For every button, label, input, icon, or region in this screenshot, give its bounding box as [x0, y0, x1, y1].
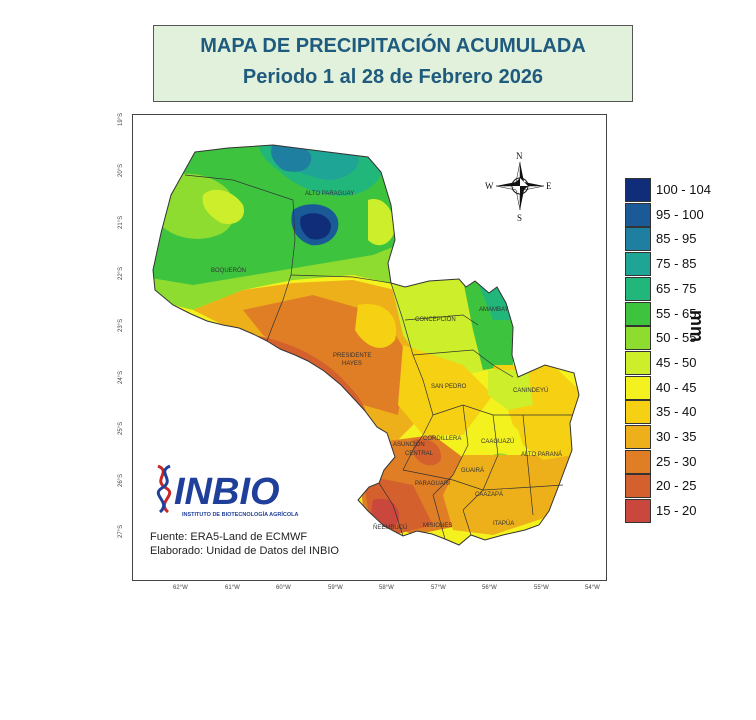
x-tick: 54°W [585, 585, 600, 591]
legend-item: 100 - 104 [625, 178, 755, 202]
legend-swatch [625, 425, 651, 449]
dept-label-alto-parana: ALTO PARANÁ [521, 451, 562, 458]
x-tick: 58°W [379, 585, 394, 591]
legend-item: 95 - 100 [625, 202, 755, 227]
legend-swatch [625, 499, 651, 524]
dept-label-guaira: GUAIRÁ [461, 467, 484, 474]
legend-item: 50 - 55 [625, 326, 755, 351]
legend-item: 20 - 25 [625, 474, 755, 499]
legend-swatch [625, 252, 651, 277]
dept-label-alto-paraguay: ALTO PARAGUAY [305, 191, 354, 197]
legend-label: 55 - 65 [656, 305, 697, 321]
inbio-logo: INBIO INSTITUTO DE BIOTECNOLOGÍA AGRÍCOL… [156, 464, 299, 518]
legend-unit: mm [687, 310, 707, 343]
compass-s: S [517, 213, 522, 222]
legend-label: 75 - 85 [656, 256, 697, 272]
legend-item: 55 - 65 [625, 301, 755, 326]
legend-swatch [625, 326, 651, 351]
legend-swatch [625, 375, 651, 400]
legend-swatch [625, 227, 651, 252]
legend-label: 30 - 35 [656, 429, 697, 444]
map-title-box: MAPA DE PRECIPITACIÓN ACUMULADA Periodo … [153, 25, 633, 102]
dept-label-amambay: AMAMBAY [479, 307, 509, 313]
legend-swatch [625, 400, 651, 425]
logo-subtitle: INSTITUTO DE BIOTECNOLOGÍA AGRÍCOLA [182, 510, 299, 518]
dept-label-neembucu: ÑEEMBUCÚ [373, 524, 407, 531]
source-credit: Fuente: ERA5-Land de ECMWF [150, 531, 308, 543]
dept-label-paraguari: PARAGUARÍ [415, 480, 450, 487]
legend-label: 95 - 100 [656, 206, 704, 222]
legend-label: 35 - 40 [656, 404, 697, 420]
legend-item: 65 - 75 [625, 276, 755, 301]
legend-swatch [625, 474, 651, 499]
legend-swatch [625, 449, 651, 474]
legend-label: 50 - 55 [656, 330, 697, 346]
y-tick: 25°S [118, 421, 124, 435]
compass-w: W [485, 181, 494, 191]
legend-label: 40 - 45 [656, 379, 697, 395]
dept-label-misiones: MISIONES [423, 523, 452, 529]
map-title: MAPA DE PRECIPITACIÓN ACUMULADA [200, 35, 586, 57]
x-tick: 56°W [482, 585, 497, 591]
x-tick: 61°W [225, 585, 240, 591]
legend-label: 20 - 25 [656, 478, 697, 494]
logo-name: INBIO [174, 471, 280, 513]
legend-label: 100 - 104 [656, 182, 711, 197]
author-credit: Elaborado: Unidad de Datos del INBIO [150, 545, 339, 557]
map-period: Periodo 1 al 28 de Febrero 2026 [242, 66, 544, 88]
legend-item: 75 - 85 [625, 252, 755, 277]
y-tick: 22°S [118, 266, 124, 280]
legend-item: 40 - 45 [625, 375, 755, 400]
y-tick: 27°S [118, 524, 124, 538]
dept-label-presidente-hayes-2: HAYES [342, 361, 362, 367]
legend-swatch [625, 350, 651, 375]
legend-item: 45 - 50 [625, 350, 755, 375]
dept-label-caazapa: CAAZAPÁ [475, 491, 503, 498]
precipitation-map: ALTO PARAGUAY BOQUERÓN PRESIDENTE HAYES … [152, 144, 580, 546]
dept-label-cordillera: CORDILLERA [423, 436, 461, 442]
x-tick: 62°W [173, 585, 188, 591]
legend-swatch [625, 202, 651, 227]
legend-item: 30 - 35 [625, 425, 755, 449]
compass-e: E [546, 181, 552, 191]
x-tick: 60°W [276, 585, 291, 591]
legend-swatch [625, 301, 651, 326]
dept-label-san-pedro: SAN PEDRO [431, 384, 467, 390]
legend-item: 35 - 40 [625, 400, 755, 425]
y-tick: 24°S [118, 370, 124, 384]
dept-label-central: CENTRAL [405, 451, 434, 457]
dept-label-concepcion: CONCEPCIÓN [415, 316, 456, 323]
y-tick: 23°S [118, 318, 124, 332]
legend-label: 15 - 20 [656, 503, 697, 519]
x-tick: 59°W [328, 585, 343, 591]
x-tick: 57°W [431, 585, 446, 591]
legend-label: 45 - 50 [656, 354, 697, 370]
legend-item: 15 - 20 [625, 499, 755, 524]
x-tick: 55°W [534, 585, 549, 591]
y-tick: 19°S [118, 112, 124, 126]
legend-item: 85 - 95 [625, 227, 755, 252]
legend-swatch [625, 178, 651, 202]
dept-label-boqueron: BOQUERÓN [211, 267, 246, 274]
legend-label: 85 - 95 [656, 231, 697, 247]
legend-swatch [625, 276, 651, 301]
dept-label-presidente-hayes: PRESIDENTE [333, 353, 371, 359]
y-tick: 21°S [118, 215, 124, 229]
y-tick: 26°S [118, 473, 124, 487]
legend-label: 25 - 30 [656, 453, 697, 469]
legend-label: 65 - 75 [656, 280, 697, 296]
dept-label-caaguazu: CAAGUAZÚ [481, 438, 514, 445]
legend-item: 25 - 30 [625, 449, 755, 474]
compass-rose: N S E W [485, 151, 552, 222]
dept-label-canindeyu: CANINDEYÚ [513, 387, 548, 394]
dept-label-itapua: ITAPÚA [493, 520, 514, 527]
dept-label-asuncion: ASUNCIÓN [393, 441, 425, 448]
y-tick: 20°S [118, 163, 124, 177]
compass-n: N [516, 151, 523, 161]
